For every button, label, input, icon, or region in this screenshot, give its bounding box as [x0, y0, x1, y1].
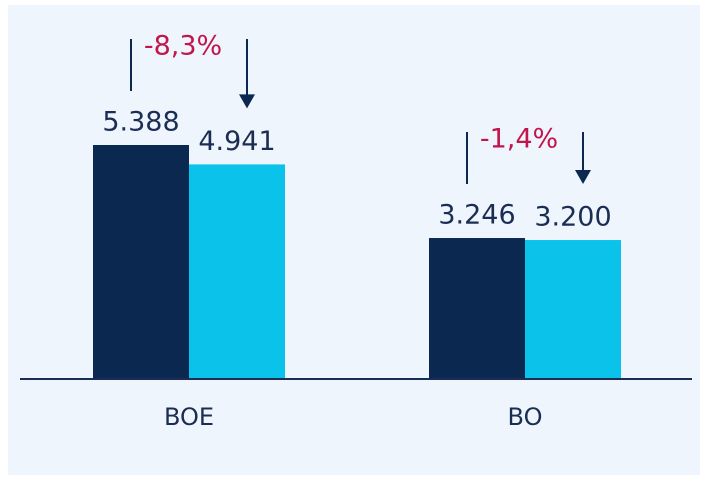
annotation: -1,4%	[480, 124, 558, 155]
annotation-arrow-head	[239, 94, 255, 109]
bar	[93, 145, 189, 379]
value-label: 4.941	[198, 126, 275, 157]
value-label: 3.246	[438, 200, 515, 231]
bar	[429, 238, 525, 379]
annotation: -8,3%	[144, 31, 222, 62]
x-tick-label: BOE	[164, 403, 214, 431]
value-label: 3.200	[534, 202, 611, 233]
bar	[189, 164, 285, 379]
x-tick-label: BO	[508, 403, 543, 431]
annotation-arrow-head	[575, 170, 591, 185]
bar	[525, 240, 621, 379]
value-label: 5.388	[102, 107, 179, 138]
